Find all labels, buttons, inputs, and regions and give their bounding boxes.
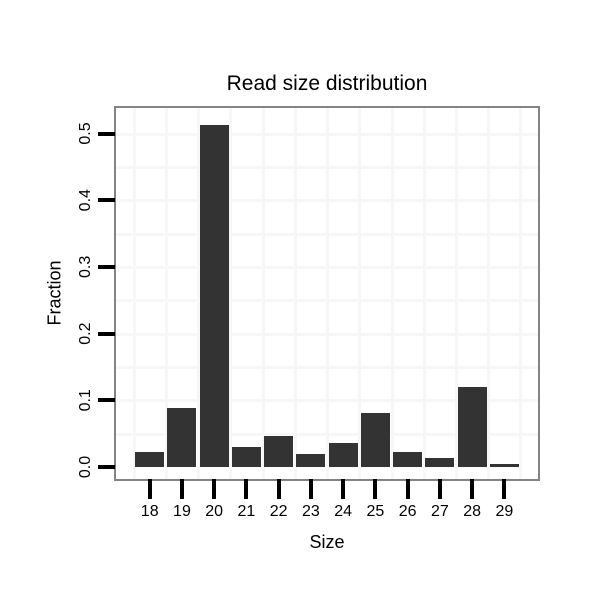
x-axis-title: Size [309, 532, 345, 552]
bar-size-29 [490, 464, 519, 467]
x-tick-label: 19 [173, 503, 191, 520]
gridline-vertical [261, 108, 265, 479]
x-tick-label: 22 [269, 503, 288, 520]
bar-size-21 [232, 447, 261, 467]
gridline-vertical [519, 108, 523, 479]
x-tick [180, 479, 184, 499]
y-axis-title: Fraction [44, 260, 65, 326]
y-tick [98, 132, 115, 136]
bar-size-19 [167, 408, 196, 467]
gridline-vertical [358, 108, 362, 479]
y-tick-label: 0.4 [77, 189, 94, 212]
gridline-vertical [390, 108, 394, 479]
bar-size-25 [361, 413, 390, 467]
x-tick-label: 21 [237, 503, 256, 520]
chart-title: Read size distribution [226, 72, 428, 95]
x-tick-label: 23 [302, 503, 320, 520]
x-tick [341, 479, 345, 499]
bar-size-22 [264, 436, 293, 467]
x-tick-label: 29 [495, 503, 514, 520]
y-tick [98, 332, 115, 336]
y-tick [98, 198, 115, 202]
x-tick [212, 479, 216, 499]
bar-size-23 [296, 454, 325, 467]
bar-size-18 [135, 452, 164, 467]
plot-panel [114, 106, 540, 481]
bar-size-24 [329, 443, 358, 467]
bar-size-28 [458, 387, 487, 467]
x-tick-label: 20 [205, 503, 224, 520]
x-tick [309, 479, 313, 499]
gridline-vertical [293, 108, 297, 479]
y-tick-label: 0.2 [77, 322, 94, 345]
gridline-vertical [422, 108, 426, 479]
y-tick-label: 0.5 [77, 122, 94, 145]
gridline-vertical [487, 108, 491, 479]
gridline-vertical [326, 108, 330, 479]
gridline-vertical [197, 108, 201, 479]
x-tick-label: 27 [430, 503, 449, 520]
bar-size-27 [425, 458, 454, 467]
gridline-vertical [132, 108, 136, 479]
x-tick [502, 479, 506, 499]
x-tick-label: 25 [366, 503, 385, 520]
y-tick-label: 0.3 [77, 255, 94, 279]
gridline-vertical [229, 108, 233, 479]
x-tick [277, 479, 281, 499]
x-tick [148, 479, 152, 499]
x-tick [438, 479, 442, 499]
bar-size-20 [200, 125, 229, 467]
x-tick-label: 18 [140, 503, 159, 520]
gridline-vertical [454, 108, 458, 479]
y-tick-label: 0.0 [77, 455, 94, 479]
x-tick [406, 479, 410, 499]
y-tick [98, 398, 115, 402]
y-tick [98, 465, 115, 469]
x-tick [373, 479, 377, 499]
x-tick [470, 479, 474, 499]
x-tick-label: 26 [398, 503, 417, 520]
x-tick-label: 28 [463, 503, 481, 520]
bar-size-26 [393, 452, 422, 467]
y-tick-label: 0.1 [77, 389, 94, 412]
gridline-vertical [164, 108, 168, 479]
y-tick [98, 265, 115, 269]
x-tick-label: 24 [334, 503, 353, 520]
x-tick [244, 479, 248, 499]
